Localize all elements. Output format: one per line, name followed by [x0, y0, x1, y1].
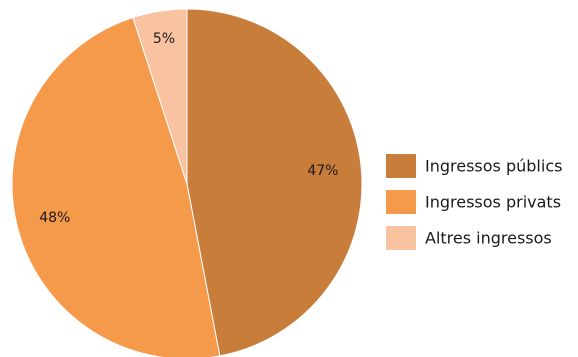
legend-label-ingressos-publics: Ingressos públics: [425, 157, 562, 176]
legend-swatch-altres-ingressos: [386, 226, 416, 250]
legend-label-altres-ingressos: Altres ingressos: [425, 229, 552, 248]
pie-slices: [11, 8, 363, 357]
legend-label-ingressos-privats: Ingressos privats: [425, 193, 561, 212]
pie-slice-ingressos-privats: [11, 16, 221, 357]
pie-label-ingressos-privats: 48%: [39, 210, 70, 226]
pie-label-altres-ingressos: 5%: [153, 31, 175, 47]
legend: Ingressos públics Ingressos privats Altres…: [386, 154, 562, 250]
pie-label-ingressos-publics: 47%: [307, 163, 338, 179]
legend-swatch-ingressos-privats: [386, 190, 416, 214]
legend-swatch-ingressos-publics: [386, 154, 416, 178]
pie-slice-altres-ingressos: [132, 8, 188, 185]
pie-labels: 47% 48% 5%: [39, 31, 338, 226]
pie-slice-ingressos-publics: [186, 8, 363, 357]
